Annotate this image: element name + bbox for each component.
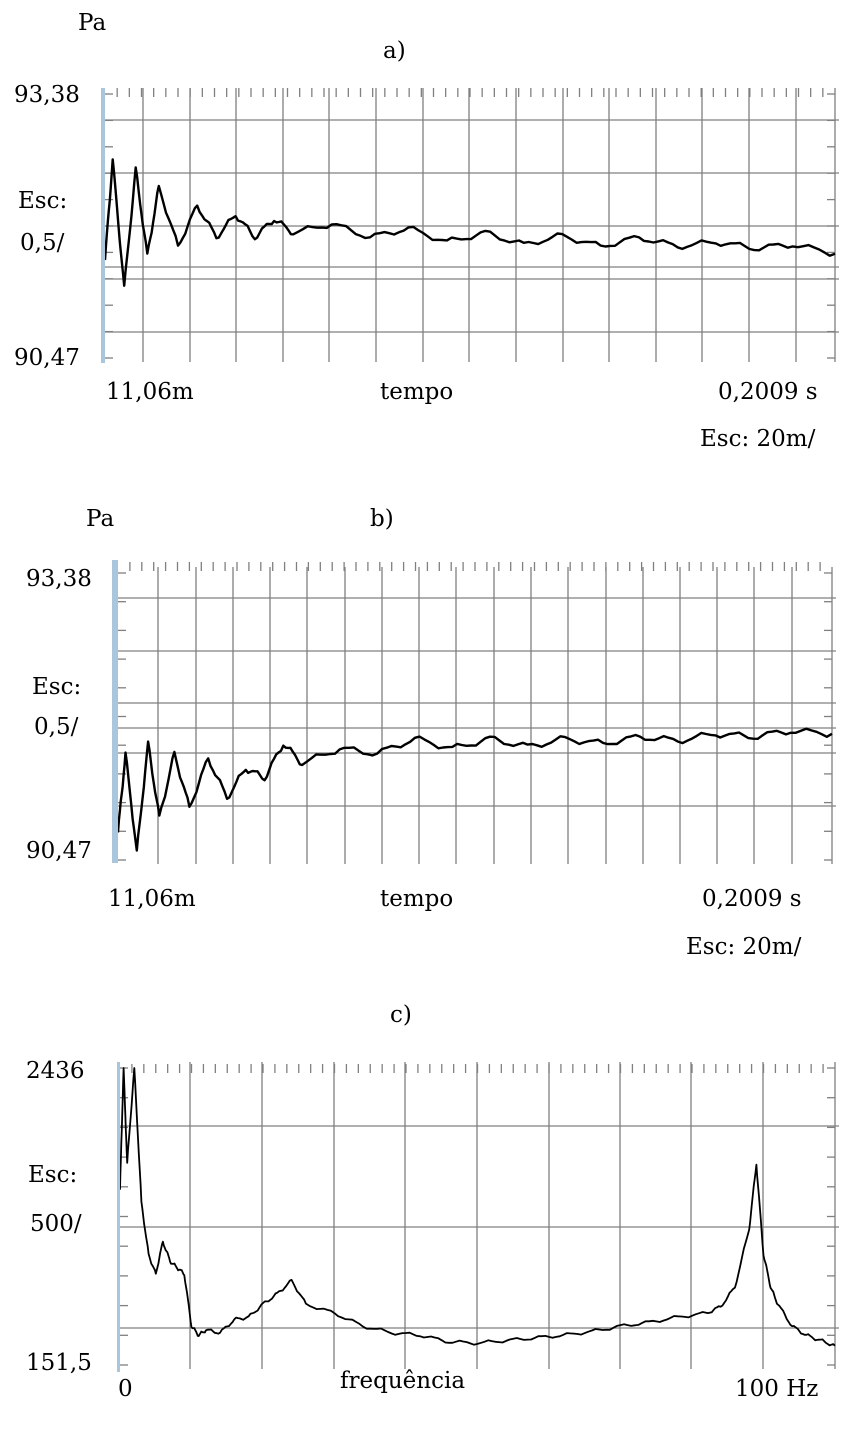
chart-a-y-scale-label: Esc: [18,188,68,214]
chart-b-title: b) [370,506,394,532]
chart-a-x-scale-label: Esc: 20m/ [700,426,816,452]
chart-b-x-end-label: 0,2009 s [702,886,802,912]
chart-a-y-scale-value: 0,5/ [20,230,65,256]
chart-b-unit-label: Pa [86,506,115,532]
chart-c-x-end-label: 100 Hz [735,1376,819,1402]
chart-b-y-top-label: 93,38 [26,566,92,592]
chart-c-left-axis-bar [117,1062,120,1372]
chart-a-trace [103,158,836,287]
chart-c-trace [119,1067,836,1347]
chart-c-x-start-label: 0 [118,1376,133,1402]
chart-a-y-bottom-label: 90,47 [14,345,80,371]
chart-a-left-axis-bar [101,88,105,363]
chart-a-x-label: tempo [380,379,454,405]
chart-a-ticks [103,88,835,359]
chart-a-grid [105,88,839,362]
chart-b-x-label: tempo [380,886,454,912]
chart-b-ticks [116,562,832,861]
chart-b-left-axis-bar [112,560,118,863]
chart-a-x-end-label: 0,2009 s [718,379,818,405]
chart-b-y-bottom-label: 90,47 [26,838,92,864]
chart-c-grid [120,1062,839,1369]
chart-b-y-scale-label: Esc: [32,674,82,700]
chart-a-x-start-label: 11,06m [106,379,194,405]
chart-a-unit-label: Pa [78,10,107,36]
chart-b-y-scale-value: 0,5/ [34,714,79,740]
chart-c-y-top-label: 2436 [26,1058,85,1084]
chart-c-title: c) [390,1002,412,1028]
chart-b-grid [118,567,836,864]
chart-c-x-label: frequência [340,1368,466,1394]
chart-a-title: a) [383,38,406,64]
chart-c-y-scale-value: 500/ [30,1211,82,1237]
chart-c-y-scale-label: Esc: [28,1162,78,1188]
chart-b-x-scale-label: Esc: 20m/ [686,934,802,960]
chart-c-y-bottom-label: 151,5 [26,1350,92,1376]
chart-b-trace [116,727,833,852]
chart-b-x-start-label: 11,06m [108,886,196,912]
chart-a-y-top-label: 93,38 [14,82,80,108]
